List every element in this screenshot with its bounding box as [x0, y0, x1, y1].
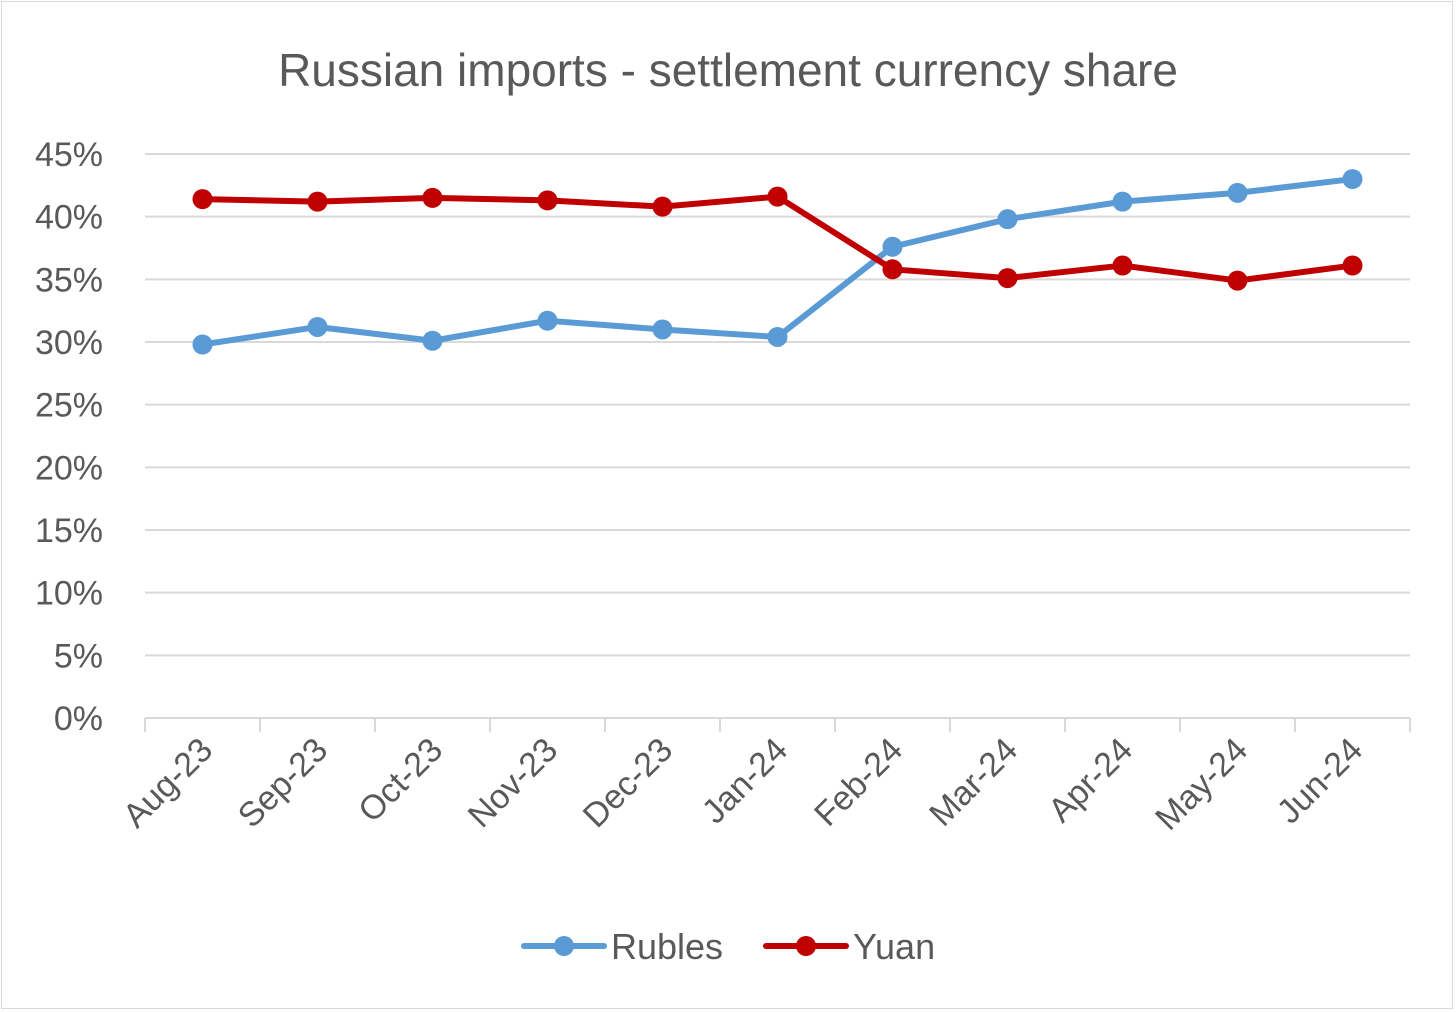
- y-tick-label: 15%: [35, 512, 103, 550]
- legend-label-rubles: Rubles: [611, 926, 723, 967]
- y-tick-label: 30%: [35, 324, 103, 362]
- x-tick-label: Feb-24: [807, 731, 910, 834]
- data-point-rubles: [307, 316, 328, 337]
- data-point-yuan: [307, 191, 328, 212]
- y-tick-label: 45%: [35, 136, 103, 174]
- y-axis-tick-labels: 0% 5% 10% 15% 20% 25% 30% 35% 40% 45%: [35, 136, 103, 738]
- x-tick-label: Oct-23: [351, 731, 450, 830]
- x-axis-tick-labels: Aug-23 Sep-23 Oct-23 Nov-23 Dec-23 Jan-24 Feb-…: [116, 731, 1370, 838]
- y-tick-label: 0%: [54, 700, 103, 738]
- data-point-yuan: [422, 187, 443, 208]
- legend-marker-rubles: [554, 936, 574, 956]
- gridlines: [145, 153, 1410, 657]
- y-tick-label: 10%: [35, 575, 103, 613]
- y-tick-label: 20%: [35, 449, 103, 487]
- x-tick-label: Dec-23: [576, 731, 680, 835]
- x-tick-label: Apr-24: [1041, 731, 1140, 830]
- data-point-yuan: [1227, 270, 1248, 291]
- y-tick-label: 25%: [35, 387, 103, 425]
- series-line-yuan: [199, 193, 1356, 284]
- data-point-yuan: [652, 196, 673, 217]
- chart-title: Russian imports - settlement currency sh…: [278, 44, 1178, 96]
- y-tick-label: 40%: [35, 199, 103, 237]
- x-tick-label: Mar-24: [922, 731, 1025, 834]
- data-point-rubles: [1227, 182, 1248, 203]
- data-point-yuan: [997, 268, 1018, 289]
- x-axis: [144, 717, 1411, 732]
- x-tick-label: Aug-23: [116, 731, 220, 835]
- data-point-rubles: [537, 310, 558, 331]
- series-group: [192, 169, 1363, 355]
- x-tick-label: Nov-23: [461, 731, 565, 835]
- data-point-yuan: [882, 259, 903, 280]
- x-tick-label: May-24: [1148, 731, 1255, 838]
- y-tick-label: 5%: [54, 637, 103, 675]
- data-point-rubles: [422, 330, 443, 351]
- data-point-rubles: [882, 236, 903, 257]
- x-tick-label: Sep-23: [231, 731, 335, 835]
- y-tick-label: 35%: [35, 261, 103, 299]
- data-point-yuan: [192, 189, 213, 210]
- x-tick-label: Jun-24: [1270, 731, 1370, 831]
- data-point-yuan: [1342, 255, 1363, 276]
- data-point-rubles: [652, 319, 673, 340]
- data-point-rubles: [192, 334, 213, 355]
- legend-label-yuan: Yuan: [853, 926, 935, 967]
- data-point-yuan: [767, 186, 788, 207]
- legend-marker-yuan: [796, 936, 816, 956]
- data-point-yuan: [537, 190, 558, 211]
- legend: Rubles Yuan: [521, 926, 935, 967]
- x-tick-label: Jan-24: [695, 731, 795, 831]
- data-point-rubles: [767, 326, 788, 347]
- data-point-rubles: [1112, 191, 1133, 212]
- data-point-rubles: [997, 209, 1018, 230]
- data-point-yuan: [1112, 255, 1133, 276]
- data-point-rubles: [1342, 169, 1363, 190]
